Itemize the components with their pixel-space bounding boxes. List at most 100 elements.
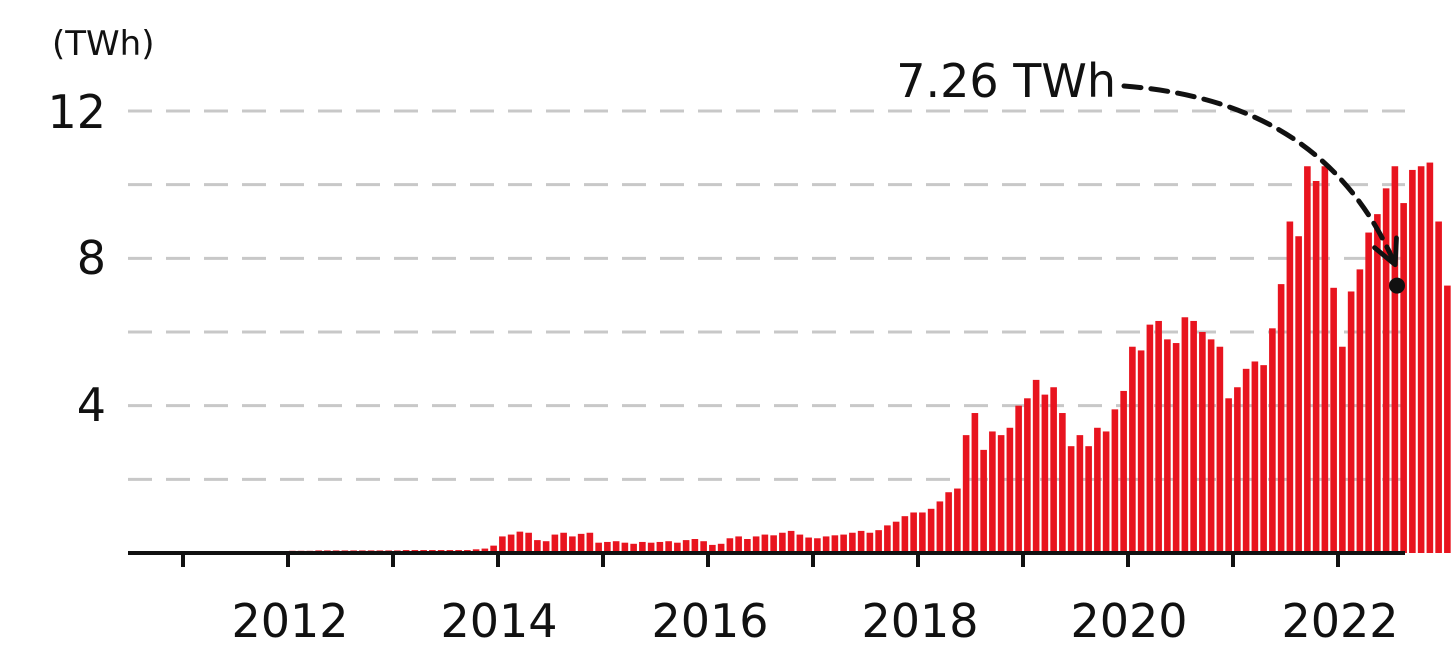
bar: [1417, 166, 1425, 553]
bar: [787, 530, 795, 553]
bar: [1199, 332, 1206, 553]
bar: [1067, 446, 1075, 553]
bar: [1365, 232, 1372, 554]
bar: [569, 536, 576, 553]
bar: [831, 535, 839, 553]
bar: [1164, 339, 1171, 553]
bar: [577, 533, 585, 553]
bar: [1330, 287, 1337, 553]
bar: [744, 539, 751, 553]
bar: [1234, 387, 1241, 553]
y-tick-label-4: 4: [77, 378, 106, 432]
bar: [1050, 387, 1057, 553]
bar: [1400, 203, 1407, 553]
bar: [849, 532, 856, 553]
bar: [1216, 346, 1224, 553]
bar: [595, 542, 602, 553]
bar: [735, 536, 742, 553]
bar: [1190, 320, 1197, 553]
bar: [814, 538, 821, 553]
bar: [604, 541, 611, 553]
bar: [534, 540, 541, 553]
bar: [1041, 394, 1049, 553]
bar: [962, 435, 970, 553]
y-axis-unit-label: (TWh): [52, 24, 154, 64]
bar: [945, 492, 952, 553]
bar: [1251, 361, 1259, 553]
bar: [525, 532, 532, 553]
bar: [551, 534, 559, 553]
bar: [840, 534, 847, 553]
bar: [980, 449, 987, 553]
bar: [1435, 221, 1442, 553]
bar: [1006, 427, 1014, 553]
bar: [726, 538, 734, 553]
bar: [507, 534, 515, 553]
bar: [1225, 398, 1232, 553]
bar: [1094, 427, 1101, 553]
x-axis-ticks: [181, 553, 1340, 567]
bar: [997, 435, 1005, 553]
bar: [1015, 405, 1022, 553]
bar: [1111, 409, 1119, 553]
bar: [1269, 328, 1276, 553]
bar: [665, 541, 672, 553]
bar: [1356, 269, 1364, 553]
bar: [1172, 343, 1180, 553]
bar: [892, 521, 900, 553]
bar: [1102, 431, 1110, 553]
bar: [1146, 324, 1154, 553]
bar: [936, 501, 944, 553]
bar: [700, 541, 707, 553]
bar: [490, 545, 497, 553]
bar: [1260, 365, 1267, 553]
x-tick-label-2018: 2018: [861, 594, 978, 648]
bar: [1085, 446, 1092, 553]
bar: [1391, 166, 1399, 553]
bar: [1304, 166, 1311, 553]
bar: [779, 532, 786, 553]
bar: [612, 541, 620, 553]
bar: [1137, 350, 1145, 553]
bar: [989, 431, 996, 553]
bar: [621, 542, 629, 553]
x-tick-label-2022: 2022: [1281, 594, 1398, 648]
bar: [717, 543, 725, 553]
bar: [647, 542, 655, 553]
latest-value-annotation: 7.26 TWh: [896, 54, 1116, 108]
bar: [1207, 339, 1215, 553]
bar: [770, 535, 777, 553]
bar: [822, 536, 830, 553]
bar: [1339, 346, 1346, 553]
bar: [954, 488, 961, 553]
bar: [1242, 368, 1250, 553]
x-tick-label-2012: 2012: [231, 594, 348, 648]
bar: [542, 541, 550, 553]
bar: [796, 534, 804, 553]
latest-value-point: [1389, 277, 1405, 294]
bar: [1277, 284, 1285, 553]
bar: [805, 537, 812, 553]
bar: [761, 534, 769, 553]
bar: [499, 536, 506, 553]
x-tick-label-2014: 2014: [440, 594, 557, 648]
bar: [1347, 291, 1355, 553]
bar: [1155, 320, 1162, 553]
x-tick-label-2020: 2020: [1070, 594, 1187, 648]
bar: [1286, 221, 1294, 553]
x-tick-label-2016: 2016: [651, 594, 768, 648]
bar: [630, 543, 637, 553]
bar: [1032, 379, 1040, 553]
bar: [1129, 346, 1136, 553]
bar: [901, 516, 909, 553]
bar: [1120, 390, 1127, 553]
bar-series: [184, 162, 1451, 554]
bar: [1059, 413, 1066, 553]
bar: [857, 530, 865, 553]
bar: [884, 525, 891, 554]
bar: [866, 532, 874, 553]
y-tick-label-8: 8: [77, 231, 106, 285]
bar: [919, 512, 926, 553]
bar: [691, 539, 699, 553]
